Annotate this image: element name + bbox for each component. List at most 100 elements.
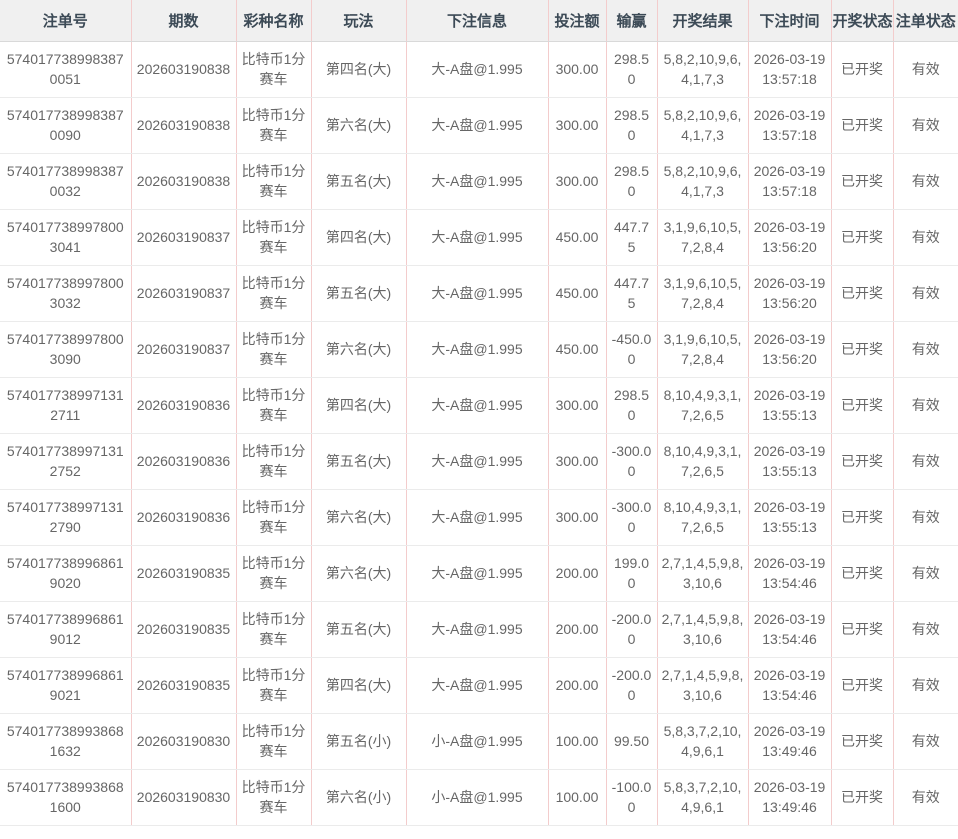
cell-draw-result: 2,7,1,4,5,9,8,3,10,6 bbox=[656, 601, 748, 658]
cell-bet-time: 2026-03-19 13:55:13 bbox=[747, 489, 831, 546]
table-row: 5740177389978003090 202603190837 比特币1分赛车… bbox=[0, 321, 958, 378]
cell-order-id: 5740177389978003041 bbox=[0, 209, 131, 266]
cell-bet-info: 大-A盘@1.995 bbox=[405, 97, 548, 154]
cell-bet-info: 大-A盘@1.995 bbox=[405, 545, 548, 602]
header-bet-info: 下注信息 bbox=[405, 0, 548, 42]
cell-order-status: 有效 bbox=[892, 657, 958, 714]
cell-win-loss: 298.50 bbox=[605, 153, 657, 210]
cell-bet-amount: 200.00 bbox=[547, 545, 606, 602]
cell-order-id: 5740177389971312752 bbox=[0, 433, 131, 490]
table-row: 5740177389971312790 202603190836 比特币1分赛车… bbox=[0, 489, 958, 546]
cell-draw-result: 8,10,4,9,3,1,7,2,6,5 bbox=[656, 433, 748, 490]
cell-bet-info: 大-A盘@1.995 bbox=[405, 433, 548, 490]
cell-lottery-name: 比特币1分赛车 bbox=[235, 377, 311, 434]
cell-play: 第六名(大) bbox=[310, 321, 406, 378]
cell-lottery-name: 比特币1分赛车 bbox=[235, 489, 311, 546]
cell-order-status: 有效 bbox=[892, 265, 958, 322]
cell-win-loss: 447.75 bbox=[605, 265, 657, 322]
table-row: 5740177389968619012 202603190835 比特币1分赛车… bbox=[0, 601, 958, 658]
cell-period: 202603190838 bbox=[130, 97, 236, 154]
cell-bet-amount: 100.00 bbox=[547, 713, 606, 770]
cell-lottery-name: 比特币1分赛车 bbox=[235, 41, 311, 98]
cell-bet-time: 2026-03-19 13:49:46 bbox=[747, 713, 831, 770]
cell-play: 第四名(大) bbox=[310, 377, 406, 434]
cell-order-status: 有效 bbox=[892, 153, 958, 210]
cell-bet-amount: 200.00 bbox=[547, 657, 606, 714]
table-row: 5740177389968619020 202603190835 比特币1分赛车… bbox=[0, 545, 958, 602]
cell-bet-info: 大-A盘@1.995 bbox=[405, 657, 548, 714]
cell-order-status: 有效 bbox=[892, 321, 958, 378]
cell-lottery-name: 比特币1分赛车 bbox=[235, 265, 311, 322]
cell-draw-result: 2,7,1,4,5,9,8,3,10,6 bbox=[656, 657, 748, 714]
cell-order-id: 5740177389983870090 bbox=[0, 97, 131, 154]
cell-draw-status: 已开奖 bbox=[830, 601, 893, 658]
cell-order-status: 有效 bbox=[892, 489, 958, 546]
table-row: 5740177389938681600 202603190830 比特币1分赛车… bbox=[0, 769, 958, 826]
header-row: 注单号 期数 彩种名称 玩法 下注信息 投注额 输赢 开奖结果 下注时间 开奖状… bbox=[0, 0, 958, 42]
cell-draw-result: 3,1,9,6,10,5,7,2,8,4 bbox=[656, 265, 748, 322]
header-play: 玩法 bbox=[310, 0, 406, 42]
cell-bet-time: 2026-03-19 13:54:46 bbox=[747, 657, 831, 714]
cell-bet-info: 小-A盘@1.995 bbox=[405, 713, 548, 770]
cell-play: 第六名(大) bbox=[310, 489, 406, 546]
cell-bet-amount: 200.00 bbox=[547, 601, 606, 658]
cell-period: 202603190835 bbox=[130, 545, 236, 602]
cell-draw-status: 已开奖 bbox=[830, 265, 893, 322]
cell-lottery-name: 比特币1分赛车 bbox=[235, 769, 311, 826]
table-row: 5740177389938681632 202603190830 比特币1分赛车… bbox=[0, 713, 958, 770]
cell-bet-amount: 450.00 bbox=[547, 209, 606, 266]
cell-draw-result: 5,8,2,10,9,6,4,1,7,3 bbox=[656, 97, 748, 154]
cell-win-loss: -300.00 bbox=[605, 489, 657, 546]
cell-order-id: 5740177389971312711 bbox=[0, 377, 131, 434]
cell-period: 202603190836 bbox=[130, 377, 236, 434]
cell-order-id: 5740177389938681632 bbox=[0, 713, 131, 770]
cell-draw-status: 已开奖 bbox=[830, 713, 893, 770]
cell-period: 202603190838 bbox=[130, 41, 236, 98]
cell-lottery-name: 比特币1分赛车 bbox=[235, 209, 311, 266]
cell-win-loss: 298.50 bbox=[605, 41, 657, 98]
table-row: 5740177389971312752 202603190836 比特币1分赛车… bbox=[0, 433, 958, 490]
table-row: 5740177389983870090 202603190838 比特币1分赛车… bbox=[0, 97, 958, 154]
cell-period: 202603190836 bbox=[130, 489, 236, 546]
cell-draw-status: 已开奖 bbox=[830, 209, 893, 266]
cell-period: 202603190836 bbox=[130, 433, 236, 490]
cell-win-loss: 447.75 bbox=[605, 209, 657, 266]
cell-draw-result: 5,8,3,7,2,10,4,9,6,1 bbox=[656, 769, 748, 826]
cell-period: 202603190838 bbox=[130, 153, 236, 210]
cell-play: 第五名(大) bbox=[310, 153, 406, 210]
cell-draw-status: 已开奖 bbox=[830, 41, 893, 98]
cell-order-id: 5740177389968619020 bbox=[0, 545, 131, 602]
cell-bet-time: 2026-03-19 13:56:20 bbox=[747, 209, 831, 266]
cell-bet-time: 2026-03-19 13:56:20 bbox=[747, 265, 831, 322]
cell-bet-time: 2026-03-19 13:54:46 bbox=[747, 601, 831, 658]
cell-lottery-name: 比特币1分赛车 bbox=[235, 657, 311, 714]
header-draw-result: 开奖结果 bbox=[656, 0, 748, 42]
cell-play: 第六名(小) bbox=[310, 769, 406, 826]
cell-bet-time: 2026-03-19 13:55:13 bbox=[747, 433, 831, 490]
table-row: 5740177389978003041 202603190837 比特币1分赛车… bbox=[0, 209, 958, 266]
cell-win-loss: -200.00 bbox=[605, 657, 657, 714]
cell-win-loss: 199.00 bbox=[605, 545, 657, 602]
cell-bet-time: 2026-03-19 13:57:18 bbox=[747, 41, 831, 98]
cell-draw-status: 已开奖 bbox=[830, 433, 893, 490]
cell-draw-status: 已开奖 bbox=[830, 377, 893, 434]
cell-bet-amount: 300.00 bbox=[547, 489, 606, 546]
cell-order-status: 有效 bbox=[892, 769, 958, 826]
cell-period: 202603190830 bbox=[130, 713, 236, 770]
table-row: 5740177389968619021 202603190835 比特币1分赛车… bbox=[0, 657, 958, 714]
header-period: 期数 bbox=[130, 0, 236, 42]
cell-order-status: 有效 bbox=[892, 545, 958, 602]
cell-bet-time: 2026-03-19 13:57:18 bbox=[747, 153, 831, 210]
header-lottery-name: 彩种名称 bbox=[235, 0, 311, 42]
cell-bet-time: 2026-03-19 13:55:13 bbox=[747, 377, 831, 434]
cell-draw-result: 3,1,9,6,10,5,7,2,8,4 bbox=[656, 209, 748, 266]
cell-order-status: 有效 bbox=[892, 209, 958, 266]
cell-draw-status: 已开奖 bbox=[830, 769, 893, 826]
cell-period: 202603190837 bbox=[130, 321, 236, 378]
cell-play: 第四名(大) bbox=[310, 209, 406, 266]
cell-order-status: 有效 bbox=[892, 713, 958, 770]
cell-bet-info: 大-A盘@1.995 bbox=[405, 41, 548, 98]
cell-bet-amount: 300.00 bbox=[547, 377, 606, 434]
table-row: 5740177389978003032 202603190837 比特币1分赛车… bbox=[0, 265, 958, 322]
